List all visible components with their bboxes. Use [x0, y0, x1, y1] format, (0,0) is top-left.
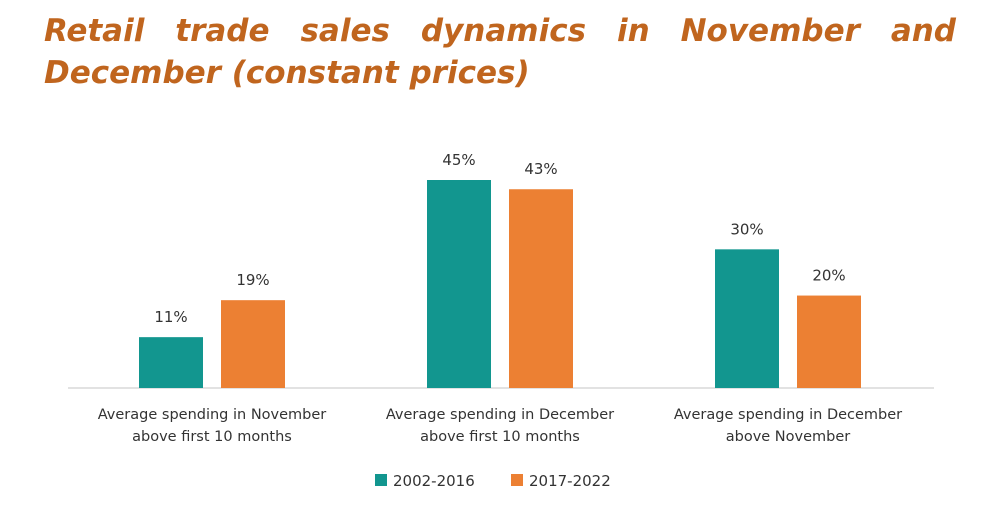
data-label-2002-2016-cat1: 11%	[154, 308, 187, 326]
bar-2002-2016-cat1	[139, 337, 203, 388]
category-label-1-line-1: Average spending in November	[98, 407, 327, 423]
category-label-1-line-2: above first 10 months	[132, 429, 292, 445]
category-labels-group: Average spending in November above first …	[98, 407, 902, 445]
data-label-2002-2016-cat3: 30%	[730, 220, 763, 238]
category-label-2-line-2: above first 10 months	[420, 429, 580, 445]
bars-group: 11% 19% 45% 43% 30% 20%	[139, 151, 861, 388]
chart-title: Retail trade sales dynamics in November …	[44, 13, 956, 91]
data-label-2017-2022-cat2: 43%	[524, 160, 557, 178]
bar-2002-2016-cat3	[715, 249, 779, 388]
bar-2017-2022-cat1	[221, 300, 285, 388]
legend-label-2017-2022: 2017-2022	[529, 472, 611, 490]
data-label-2002-2016-cat2: 45%	[442, 151, 475, 169]
bar-2017-2022-cat3	[797, 295, 861, 388]
legend-label-2002-2016: 2002-2016	[393, 472, 475, 490]
bar-2017-2022-cat2	[509, 189, 573, 388]
category-label-3-line-2: above November	[726, 429, 851, 445]
category-label-2-line-1: Average spending in December	[386, 407, 614, 423]
legend: 2002-2016 2017-2022	[375, 472, 611, 490]
bar-2002-2016-cat2	[427, 180, 491, 388]
legend-swatch-2002-2016	[375, 474, 387, 486]
data-label-2017-2022-cat1: 19%	[236, 271, 269, 289]
legend-swatch-2017-2022	[511, 474, 523, 486]
data-label-2017-2022-cat3: 20%	[812, 267, 845, 285]
category-label-3-line-1: Average spending in December	[674, 407, 902, 423]
